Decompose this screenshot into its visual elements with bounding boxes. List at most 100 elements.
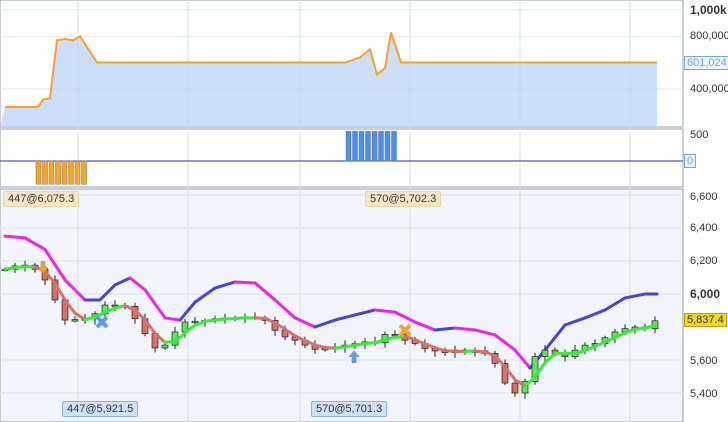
moving-average-segment — [413, 338, 427, 346]
moving-average-segment — [313, 343, 327, 350]
moving-average-segment — [253, 316, 267, 320]
moving-average-segment — [573, 349, 587, 355]
moving-average-segment — [153, 331, 167, 344]
moving-average-segment — [633, 326, 647, 331]
candle — [111, 304, 119, 307]
moving-average-segment — [53, 281, 67, 302]
moving-average-segment — [183, 323, 197, 335]
upper-band-segment — [603, 296, 627, 312]
upper-band-segment — [583, 308, 607, 320]
position-bar — [35, 160, 42, 185]
moving-average-segment — [513, 378, 527, 388]
buy-arrow-icon — [348, 350, 360, 363]
position-bar — [48, 160, 55, 185]
upper-band-segment — [143, 288, 167, 320]
upper-band-segment — [563, 316, 587, 327]
equity-tick: 1,000k — [690, 3, 727, 17]
moving-average-segment — [233, 316, 247, 320]
price-tick: 5,600 — [690, 355, 718, 367]
moving-average-segment — [503, 365, 517, 382]
upper-band-segment — [393, 310, 417, 324]
upper-band-segment — [178, 300, 197, 322]
moving-average-segment — [93, 311, 107, 319]
trade-exit-label: 447@5,921.5 — [62, 401, 139, 417]
candle — [531, 356, 539, 382]
moving-average-segment — [203, 318, 217, 323]
moving-average-segment — [603, 336, 617, 344]
moving-average-segment — [63, 298, 77, 315]
equity-tick: 800,000 — [690, 30, 728, 42]
position-bar — [358, 131, 365, 162]
upper-band-segment — [113, 276, 132, 287]
candle — [161, 344, 169, 349]
upper-band-segment — [353, 308, 377, 317]
moving-average-segment — [273, 321, 287, 331]
upper-band-segment — [453, 326, 477, 332]
upper-band-segment — [23, 236, 47, 251]
candle — [511, 382, 519, 394]
equity-line — [5, 32, 657, 109]
price-tick: 6,000 — [690, 287, 721, 301]
upper-band-segment — [313, 318, 337, 329]
moving-average-segment — [613, 331, 627, 340]
moving-average-segment — [343, 343, 357, 349]
position-bar — [371, 131, 378, 162]
moving-average-segment — [113, 304, 127, 310]
moving-average-segment — [443, 349, 457, 353]
upper-band-segment — [473, 328, 497, 337]
upper-band-segment — [543, 323, 567, 352]
upper-band-segment — [253, 281, 277, 302]
trade-exit-label: 570@5,701.3 — [311, 401, 388, 417]
position-tick: 500 — [690, 129, 709, 141]
position-bar — [42, 160, 48, 185]
moving-average-segment — [73, 311, 87, 321]
position-bar — [384, 131, 391, 162]
moving-average-segment — [383, 335, 397, 342]
panel — [0, 128, 684, 188]
position-bar — [352, 131, 358, 162]
equity-last-value: 601,024 — [684, 56, 728, 70]
moving-average-segment — [193, 319, 207, 327]
position-bar — [345, 131, 352, 162]
price-tick: 6,400 — [690, 222, 718, 234]
upper-band-segment — [273, 298, 297, 320]
moving-average-segment — [3, 266, 17, 271]
moving-average-segment — [533, 361, 547, 379]
upper-band-segment — [493, 333, 517, 352]
moving-average-segment — [103, 306, 117, 315]
position-bar — [365, 131, 371, 162]
upper-band-segment — [293, 316, 317, 329]
upper-band-segment — [213, 280, 237, 290]
exit-x-icon — [398, 323, 412, 337]
sell-arrow-icon — [37, 261, 49, 274]
moving-average-segment — [363, 341, 377, 345]
upper-band-segment — [413, 320, 437, 332]
upper-band-segment — [3, 234, 27, 240]
position-bar — [378, 131, 384, 162]
moving-average-segment — [323, 346, 337, 350]
moving-average-segment — [333, 345, 347, 350]
upper-band-segment — [623, 292, 647, 300]
upper-band-segment — [128, 276, 147, 292]
upper-band-segment — [63, 278, 87, 302]
position-bar — [55, 160, 61, 185]
moving-average-segment — [593, 340, 607, 348]
candle — [71, 319, 79, 322]
moving-average-segment — [473, 349, 487, 354]
price-last-value: 5,837.4 — [684, 313, 727, 327]
cover-x-icon — [95, 315, 109, 329]
position-last-value: 0 — [684, 154, 697, 168]
price-tick: 6,600 — [690, 191, 718, 203]
moving-average-segment — [493, 354, 507, 369]
moving-average-segment — [213, 317, 227, 322]
moving-average-segment — [433, 346, 447, 353]
upper-band-segment — [233, 280, 257, 285]
price-tick: 6,200 — [690, 255, 718, 267]
upper-band-segment — [433, 326, 457, 332]
moving-average-segment — [583, 344, 597, 353]
equity-tick: 400,000 — [690, 83, 728, 95]
position-bar — [81, 160, 87, 185]
moving-average-segment — [223, 316, 237, 321]
moving-average-segment — [423, 342, 437, 350]
